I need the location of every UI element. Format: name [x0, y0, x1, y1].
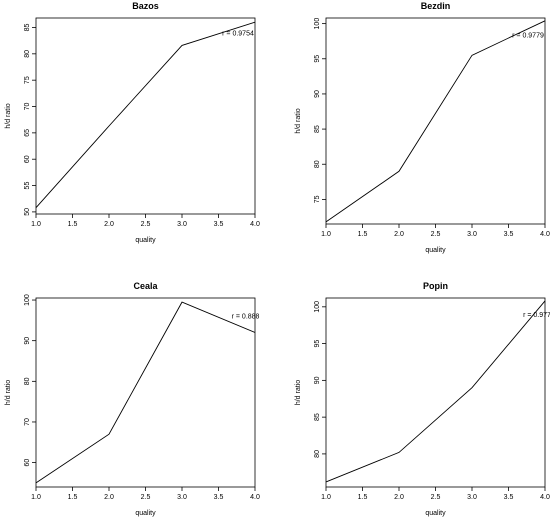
y-tick-label: 60 — [24, 155, 31, 163]
x-tick-label: 1.0 — [321, 231, 331, 238]
x-tick-label: 2.0 — [104, 221, 114, 228]
y-tick-label: 80 — [314, 160, 321, 168]
x-tick-label: 1.5 — [68, 221, 78, 228]
x-axis-label: quality — [425, 510, 446, 517]
series-line — [325, 20, 546, 223]
x-tick-label: 3.0 — [177, 221, 187, 228]
y-tick-label: 65 — [24, 129, 31, 137]
plot-frame — [35, 17, 256, 215]
y-axis-label: h/d ratio — [295, 380, 302, 405]
y-tick-label: 55 — [24, 182, 31, 190]
x-tick-label: 3.0 — [467, 494, 477, 501]
y-tick-label: 90 — [314, 376, 321, 384]
series-line — [325, 300, 546, 483]
x-tick-label: 2.5 — [141, 494, 151, 501]
y-axis-label: h/d ratio — [5, 380, 12, 405]
plot-frame — [325, 17, 546, 225]
x-tick-label: 4.0 — [250, 494, 260, 501]
x-tick-label: 3.0 — [467, 231, 477, 238]
chart-panel-1: Bezdin 1.0 1.5 2.0 2.5 3.0 3.5 4.0 75 80 85 90 95 100… — [295, 1, 550, 254]
chart-panel-0: Bazos 1.0 1.5 2.0 2.5 3.0 3.5 4.0 50 55 60 65 70 75 80… — [5, 1, 260, 244]
y-tick-label: 80 — [24, 50, 31, 58]
x-tick-label: 4.0 — [540, 231, 550, 238]
y-tick-label: 100 — [314, 301, 321, 313]
correlation-annotation: r = 0.9754 — [222, 30, 254, 37]
y-tick-label: 70 — [24, 418, 31, 426]
plot-frame — [325, 297, 546, 488]
correlation-annotation: r = 0.9778 — [523, 312, 550, 319]
chart-panel-3: Popin 1.0 1.5 2.0 2.5 3.0 3.5 4.0 80 85 90 95 100 qua… — [295, 281, 550, 517]
chart-title: Bazos — [132, 1, 159, 11]
x-tick-label: 1.0 — [321, 494, 331, 501]
y-tick-label: 60 — [24, 459, 31, 467]
y-tick-label: 100 — [314, 18, 321, 30]
chart-panel-2: Ceala 1.0 1.5 2.0 2.5 3.0 3.5 4.0 60 70 80 90 100 qua… — [5, 281, 260, 517]
x-tick-label: 2.0 — [394, 494, 404, 501]
y-tick-label: 100 — [24, 294, 31, 306]
correlation-annotation: r = 0.888 — [232, 313, 260, 320]
x-tick-label: 2.0 — [104, 494, 114, 501]
y-tick-label: 75 — [314, 195, 321, 203]
x-tick-label: 3.5 — [214, 494, 224, 501]
x-tick-label: 3.5 — [214, 221, 224, 228]
y-tick-label: 95 — [314, 55, 321, 63]
chart-title: Bezdin — [421, 1, 451, 11]
y-tick-label: 70 — [24, 103, 31, 111]
x-tick-label: 1.5 — [358, 494, 368, 501]
x-tick-label: 1.5 — [68, 494, 78, 501]
correlation-annotation: r = 0.9779 — [512, 33, 544, 40]
series-line — [35, 21, 256, 208]
x-tick-label: 1.0 — [31, 221, 41, 228]
x-tick-label: 3.5 — [504, 231, 514, 238]
x-tick-label: 3.5 — [504, 494, 514, 501]
x-tick-label: 1.0 — [31, 494, 41, 501]
y-tick-label: 90 — [314, 90, 321, 98]
x-tick-label: 2.5 — [141, 221, 151, 228]
y-tick-label: 75 — [24, 76, 31, 84]
chart-title: Ceala — [133, 281, 158, 291]
series-line — [35, 301, 256, 484]
y-tick-label: 85 — [314, 125, 321, 133]
y-tick-label: 85 — [314, 413, 321, 421]
x-tick-label: 3.0 — [177, 494, 187, 501]
y-tick-label: 50 — [24, 208, 31, 216]
x-tick-label: 2.0 — [394, 231, 404, 238]
y-tick-label: 85 — [24, 23, 31, 31]
x-tick-label: 4.0 — [250, 221, 260, 228]
x-axis-label: quality — [425, 247, 446, 254]
y-tick-label: 90 — [24, 337, 31, 345]
y-tick-label: 80 — [314, 450, 321, 458]
x-tick-label: 4.0 — [540, 494, 550, 501]
x-axis-label: quality — [135, 510, 156, 517]
x-tick-label: 1.5 — [358, 231, 368, 238]
x-tick-label: 2.5 — [431, 231, 441, 238]
chart-title: Popin — [423, 281, 448, 291]
x-axis-label: quality — [135, 237, 156, 244]
plot-frame — [35, 297, 256, 488]
y-axis-label: h/d ratio — [5, 103, 12, 128]
y-axis-label: h/d ratio — [295, 108, 302, 133]
y-tick-label: 95 — [314, 340, 321, 348]
y-tick-label: 80 — [24, 377, 31, 385]
x-tick-label: 2.5 — [431, 494, 441, 501]
